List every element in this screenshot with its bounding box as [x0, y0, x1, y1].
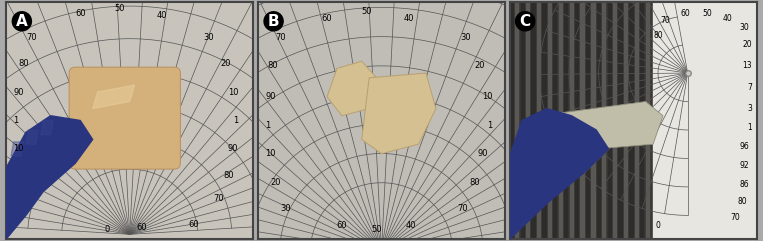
Text: 20: 20: [221, 59, 231, 68]
Text: 50: 50: [703, 9, 713, 18]
Text: 96: 96: [740, 142, 749, 151]
Polygon shape: [510, 2, 653, 239]
Text: B: B: [268, 14, 279, 29]
Polygon shape: [26, 130, 38, 144]
Text: 80: 80: [653, 31, 663, 40]
Polygon shape: [575, 2, 578, 239]
Polygon shape: [613, 2, 617, 239]
Text: 80: 80: [737, 197, 747, 206]
Text: 80: 80: [18, 59, 29, 68]
Polygon shape: [591, 2, 594, 239]
Text: 20: 20: [742, 40, 752, 49]
Polygon shape: [569, 2, 573, 239]
Text: 60: 60: [322, 14, 333, 23]
Text: 3: 3: [747, 104, 752, 113]
Text: 40: 40: [404, 14, 414, 23]
Text: 0: 0: [105, 225, 110, 234]
Polygon shape: [653, 2, 757, 239]
Text: 30: 30: [280, 204, 291, 213]
Text: 60: 60: [75, 9, 85, 18]
Polygon shape: [532, 2, 535, 239]
Text: 1: 1: [14, 116, 19, 125]
Text: 30: 30: [203, 33, 214, 42]
Text: 60: 60: [336, 221, 347, 230]
Text: 60: 60: [137, 223, 147, 232]
Text: 13: 13: [742, 61, 752, 70]
Text: 7: 7: [747, 83, 752, 92]
Polygon shape: [11, 142, 24, 156]
Text: 40: 40: [723, 14, 732, 23]
Polygon shape: [645, 2, 649, 239]
Text: 70: 70: [275, 33, 286, 42]
Text: 50: 50: [114, 4, 125, 13]
Text: 70: 70: [730, 213, 739, 222]
Polygon shape: [362, 73, 436, 154]
Text: 50: 50: [372, 225, 382, 234]
Polygon shape: [629, 2, 633, 239]
Text: 1: 1: [488, 121, 493, 130]
FancyBboxPatch shape: [69, 67, 180, 169]
Polygon shape: [537, 2, 540, 239]
Polygon shape: [624, 2, 627, 239]
Text: 80: 80: [268, 61, 278, 70]
Text: 1: 1: [266, 121, 271, 130]
Polygon shape: [559, 2, 562, 239]
Polygon shape: [619, 2, 622, 239]
Polygon shape: [327, 61, 377, 116]
Text: 80: 80: [470, 178, 481, 187]
Polygon shape: [542, 2, 546, 239]
Text: 70: 70: [661, 16, 671, 25]
Polygon shape: [510, 2, 513, 239]
Text: 90: 90: [266, 92, 275, 101]
Polygon shape: [92, 85, 134, 109]
Text: 90: 90: [478, 149, 488, 158]
Text: 0: 0: [655, 221, 661, 230]
Text: 60: 60: [681, 9, 690, 18]
Polygon shape: [602, 2, 605, 239]
Text: 70: 70: [26, 33, 37, 42]
Polygon shape: [530, 101, 663, 154]
Text: C: C: [520, 14, 531, 29]
Text: 10: 10: [14, 144, 24, 154]
Polygon shape: [597, 2, 600, 239]
Polygon shape: [586, 2, 589, 239]
Polygon shape: [640, 2, 643, 239]
Polygon shape: [6, 116, 92, 239]
Polygon shape: [607, 2, 611, 239]
Text: 10: 10: [482, 92, 493, 101]
Text: 20: 20: [270, 178, 281, 187]
Text: 60: 60: [188, 220, 199, 229]
Polygon shape: [581, 2, 584, 239]
Text: 90: 90: [14, 87, 24, 97]
Polygon shape: [635, 2, 638, 239]
Text: 30: 30: [739, 23, 749, 32]
Text: 86: 86: [740, 180, 749, 189]
Polygon shape: [40, 120, 53, 135]
Text: 80: 80: [223, 171, 233, 180]
Text: 10: 10: [266, 149, 275, 158]
Text: 70: 70: [457, 204, 468, 213]
Polygon shape: [553, 2, 556, 239]
Text: 1: 1: [747, 123, 752, 132]
Text: 1: 1: [233, 116, 239, 125]
Text: 70: 70: [213, 194, 224, 203]
Polygon shape: [520, 2, 524, 239]
Polygon shape: [548, 2, 551, 239]
Text: 40: 40: [406, 221, 417, 230]
Text: 92: 92: [740, 161, 749, 170]
Text: 50: 50: [362, 7, 372, 16]
Polygon shape: [526, 2, 530, 239]
Text: A: A: [16, 14, 27, 29]
Polygon shape: [510, 109, 609, 239]
Text: 20: 20: [475, 61, 485, 70]
Text: 10: 10: [228, 87, 239, 97]
Polygon shape: [515, 2, 518, 239]
Text: 30: 30: [460, 33, 471, 42]
Polygon shape: [564, 2, 568, 239]
Text: 40: 40: [156, 11, 167, 20]
Text: 90: 90: [228, 144, 239, 154]
